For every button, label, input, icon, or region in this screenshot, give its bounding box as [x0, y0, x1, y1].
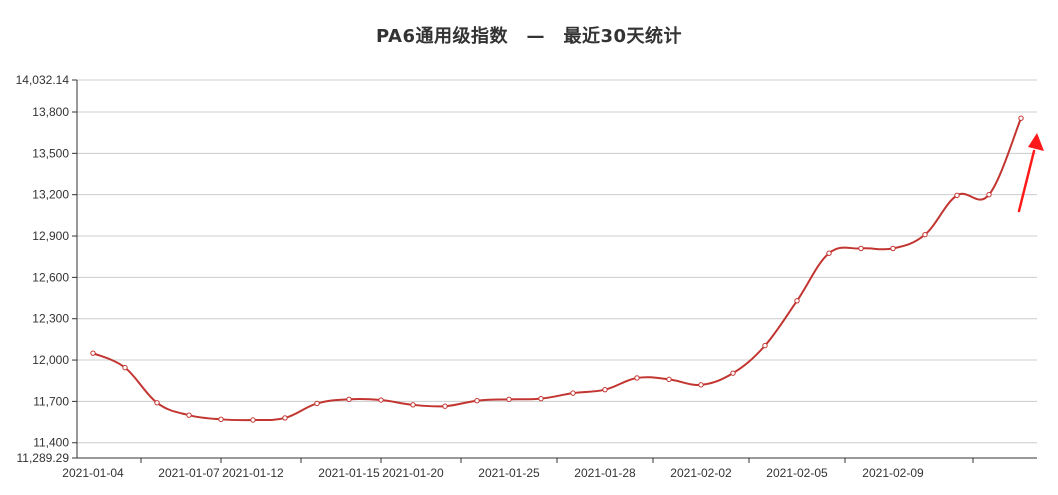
y-tick-label: 12,300	[32, 312, 69, 326]
y-tick-label: 11,400	[33, 436, 69, 450]
chart-title: PA6通用级指数 — 最近30天统计	[375, 26, 683, 47]
data-point	[858, 245, 864, 252]
y-tick-label: 11,289.29	[17, 451, 70, 465]
x-tick-label: 2021-01-20	[382, 466, 444, 480]
data-point	[218, 416, 224, 423]
y-tick-label: 11,700	[33, 394, 69, 408]
annotation-arrow-shaft	[1017, 149, 1036, 213]
data-point	[122, 364, 128, 371]
x-tick-label: 2021-01-04	[62, 466, 124, 480]
data-point	[1018, 115, 1024, 121]
data-point	[826, 250, 832, 256]
y-tick-label: 12,900	[32, 229, 69, 243]
data-point	[890, 245, 896, 252]
y-tick-label: 14,032.14	[16, 73, 70, 87]
x-tick-label: 2021-02-05	[766, 466, 828, 480]
x-tick-label: 2021-01-28	[574, 466, 636, 480]
data-point	[602, 386, 608, 393]
data-point	[346, 396, 352, 403]
y-tick-label: 13,200	[32, 188, 69, 202]
x-tick-label: 2021-01-15	[318, 466, 380, 480]
data-point	[442, 403, 448, 409]
data-point	[698, 382, 704, 388]
data-point	[762, 342, 768, 349]
data-point	[666, 376, 672, 383]
data-point	[506, 396, 512, 403]
data-point	[538, 395, 544, 402]
data-point	[922, 231, 928, 238]
series-layer	[90, 115, 1024, 423]
y-tick-label: 13,800	[32, 105, 69, 119]
x-tick-label: 2021-01-12	[222, 466, 284, 480]
data-point	[250, 417, 256, 423]
data-point	[986, 191, 992, 198]
y-tick-label: 13,500	[32, 146, 69, 160]
data-point	[186, 412, 192, 418]
grid-lines	[77, 79, 1037, 444]
y-tick-label: 12,600	[32, 270, 69, 284]
data-point	[474, 398, 480, 404]
data-point	[730, 370, 736, 376]
annotation-arrow-head	[1028, 133, 1044, 151]
series-line	[92, 117, 1022, 422]
data-point	[154, 400, 160, 406]
annotation-layer	[1017, 133, 1044, 213]
data-point	[282, 415, 288, 421]
x-tick-label: 2021-01-07	[158, 466, 220, 480]
x-tick-label: 2021-01-25	[478, 466, 540, 480]
data-point	[378, 397, 384, 403]
x-tick-label: 2021-02-09	[862, 466, 924, 480]
data-point	[314, 400, 320, 407]
data-point	[794, 298, 800, 304]
data-point	[410, 402, 416, 408]
x-tick-label: 2021-02-02	[670, 466, 732, 480]
y-tick-label: 12,000	[32, 353, 69, 367]
data-point	[954, 192, 960, 199]
data-point	[570, 390, 576, 396]
data-point	[634, 375, 640, 381]
data-point	[90, 350, 96, 356]
